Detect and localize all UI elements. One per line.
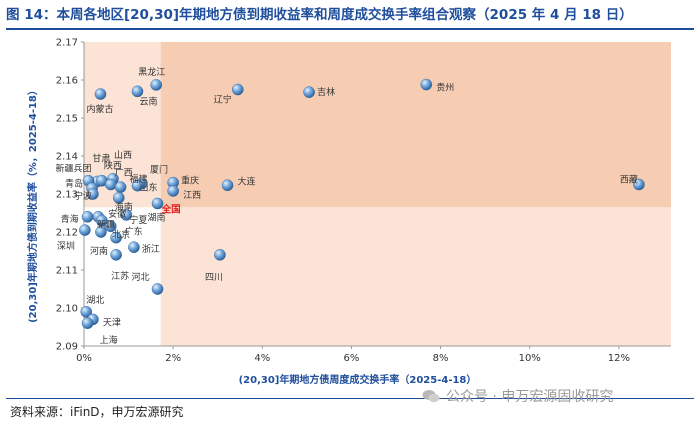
data-label: 北京 bbox=[112, 229, 130, 241]
data-point[interactable] bbox=[131, 179, 144, 192]
y-tick-label: 2.16 bbox=[56, 76, 78, 87]
data-point[interactable] bbox=[633, 178, 645, 191]
y-tick-label: 2.11 bbox=[56, 266, 78, 277]
data-label: 厦门 bbox=[150, 163, 168, 175]
data-point[interactable] bbox=[80, 305, 93, 318]
x-axis-title: (20,30]年期地方债周度成交换手率（2025-4-18） bbox=[239, 373, 477, 386]
data-label: 大连 bbox=[238, 175, 256, 187]
y-tick-label: 2.14 bbox=[56, 152, 78, 163]
wechat-icon bbox=[422, 390, 440, 403]
data-point[interactable] bbox=[104, 220, 117, 233]
data-label: 青岛 bbox=[65, 177, 83, 189]
data-point[interactable] bbox=[104, 178, 117, 191]
data-point[interactable] bbox=[150, 79, 163, 91]
data-label: 贵州 bbox=[436, 82, 454, 94]
data-label: 云南 bbox=[139, 95, 157, 107]
data-label: 黑龙江 bbox=[138, 66, 165, 78]
watermark: 公众号 · 申万宏源固收研究 bbox=[422, 386, 613, 406]
data-label: 安徽 bbox=[108, 208, 126, 220]
reference-label: 全国 bbox=[161, 203, 181, 215]
data-label: 新疆 bbox=[97, 219, 115, 231]
x-tick-label: 8% bbox=[433, 353, 449, 364]
data-point[interactable] bbox=[167, 185, 179, 197]
footer-rule bbox=[6, 398, 694, 399]
zone-low-yield-high-turnover bbox=[160, 207, 671, 346]
data-label: 广东 bbox=[125, 225, 143, 237]
data-label: 陕西 bbox=[104, 160, 122, 172]
data-point[interactable] bbox=[151, 283, 164, 295]
data-label: 山东 bbox=[139, 182, 157, 194]
data-label: 江苏 bbox=[111, 270, 129, 282]
data-label: 浙江 bbox=[142, 243, 160, 255]
data-point[interactable] bbox=[79, 224, 91, 236]
data-point[interactable] bbox=[95, 226, 107, 238]
data-point[interactable] bbox=[131, 85, 144, 98]
data-label: 青海 bbox=[61, 213, 79, 225]
y-tick-label: 2.09 bbox=[56, 342, 78, 353]
x-tick-label: 4% bbox=[254, 353, 270, 364]
y-tick-label: 2.15 bbox=[56, 114, 78, 125]
data-point[interactable] bbox=[87, 188, 99, 200]
data-point[interactable] bbox=[120, 209, 133, 221]
data-point[interactable] bbox=[94, 88, 107, 100]
data-label: 宁波 bbox=[74, 190, 92, 202]
data-point[interactable] bbox=[221, 179, 234, 192]
data-point[interactable] bbox=[214, 248, 226, 261]
x-tick-label: 10% bbox=[519, 353, 541, 364]
data-label: 重庆 bbox=[181, 175, 199, 187]
data-label: 西藏 bbox=[620, 174, 638, 186]
y-tick-label: 2.17 bbox=[56, 38, 78, 49]
data-label: 深圳 bbox=[57, 241, 75, 252]
x-tick-label: 0% bbox=[76, 353, 92, 364]
data-label: 广西 bbox=[115, 167, 133, 179]
data-point[interactable] bbox=[112, 191, 125, 204]
data-point[interactable] bbox=[81, 210, 94, 223]
data-label: 河南 bbox=[90, 245, 108, 257]
data-label: 内蒙古 bbox=[86, 103, 113, 115]
data-label: 江西 bbox=[183, 190, 201, 201]
y-axis-title: (20,30]年期地方债到期收益率（%，2025-4-18） bbox=[26, 85, 39, 323]
data-point[interactable] bbox=[420, 78, 433, 91]
data-label: 天津 bbox=[103, 317, 121, 328]
watermark-text: 公众号 · 申万宏源固收研究 bbox=[446, 389, 614, 405]
x-tick-label: 2% bbox=[165, 353, 181, 364]
data-point[interactable] bbox=[114, 181, 127, 193]
data-label: 上海 bbox=[100, 334, 118, 346]
data-label: 吉林 bbox=[317, 86, 335, 98]
data-label: 湖北 bbox=[86, 295, 104, 306]
scatter-chart: 2.09 2.10 2.11 2.12 2.13 2.14 2.15 2.16 2.17 0% 2%… bbox=[26, 38, 671, 386]
data-label: 四川 bbox=[205, 273, 223, 283]
title-rule bbox=[6, 28, 694, 30]
data-label: 辽宁 bbox=[214, 94, 232, 106]
data-label: 海南 bbox=[115, 201, 133, 213]
data-point[interactable] bbox=[81, 317, 94, 330]
data-point[interactable] bbox=[303, 86, 315, 98]
data-label: 新疆兵团 bbox=[55, 163, 91, 175]
data-point[interactable] bbox=[96, 214, 108, 227]
data-label: 湖南 bbox=[148, 212, 166, 224]
data-label: 宁夏 bbox=[129, 214, 147, 226]
data-point[interactable] bbox=[151, 197, 164, 210]
x-tick-label: 12% bbox=[608, 353, 630, 364]
y-tick-label: 2.13 bbox=[56, 190, 78, 201]
data-label: 山西 bbox=[114, 150, 132, 161]
figure-title: 图 14：本周各地区[20,30]年期地方债到期收益率和周度成交换手率组合观察（… bbox=[6, 7, 633, 23]
data-label: 甘肃 bbox=[92, 152, 110, 164]
data-point[interactable] bbox=[231, 83, 244, 96]
data-label: 福建 bbox=[130, 173, 148, 185]
data-point[interactable] bbox=[110, 248, 122, 261]
data-point[interactable] bbox=[128, 241, 140, 253]
data-point[interactable] bbox=[110, 231, 122, 244]
y-tick-label: 2.10 bbox=[56, 304, 78, 315]
source-note: 资料来源：iFinD，申万宏源研究 bbox=[10, 405, 184, 419]
zone-high-yield-high-turnover bbox=[160, 42, 671, 208]
data-label: 河北 bbox=[132, 271, 150, 283]
x-tick-label: 6% bbox=[343, 353, 359, 364]
y-tick-label: 2.12 bbox=[56, 228, 78, 239]
